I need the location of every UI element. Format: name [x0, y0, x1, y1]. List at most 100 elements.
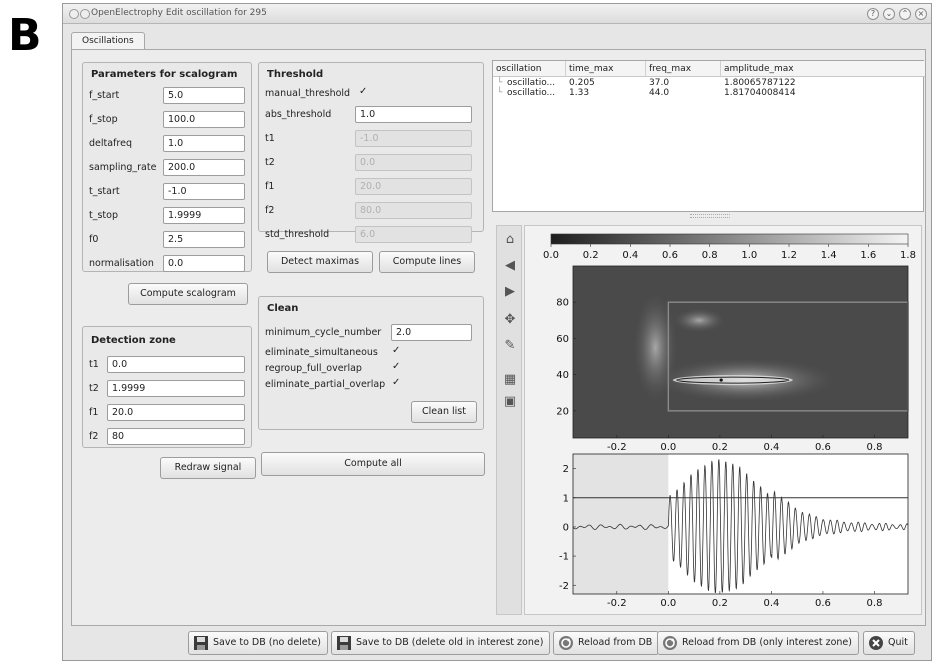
- min-cycle-input[interactable]: 2.0: [391, 324, 472, 341]
- colorbar-tick-label: 1.2: [781, 250, 797, 261]
- zone-f1-input[interactable]: 20.0: [107, 404, 245, 421]
- threshold-f2-input: 80.0: [355, 202, 472, 219]
- field-label: f2: [89, 431, 99, 442]
- f0-input[interactable]: 2.5: [163, 231, 245, 248]
- t-stop-input[interactable]: 1.9999: [163, 207, 245, 224]
- y-tick-label: 20: [556, 406, 569, 417]
- deltafreq-input[interactable]: 1.0: [163, 135, 245, 152]
- regroup-full-overlap-label: regroup_full_overlap: [265, 363, 362, 374]
- plot-canvas[interactable]: 0.0 0.2 0.4 0.6 0.8 1.0 1.2 1.4 1.6 1.8 -0.2 0.0 0.…: [525, 226, 923, 616]
- eliminate-simultaneous-checkbox[interactable]: ✓: [392, 345, 401, 356]
- x-tick-label: 0.4: [763, 598, 779, 609]
- f-start-input[interactable]: 5.0: [163, 87, 245, 104]
- heatmap-frame: [572, 265, 909, 439]
- colorbar-tick-label: 0.4: [622, 250, 638, 261]
- oscillation-ridge-line: [676, 376, 790, 384]
- zone-f2-input[interactable]: 80: [107, 428, 245, 445]
- detect-maximas-button[interactable]: Detect maximas: [267, 251, 373, 273]
- help-icon[interactable]: ?: [867, 8, 879, 20]
- f-stop-input[interactable]: 100.0: [163, 111, 245, 128]
- reload-button[interactable]: Reload from DB: [553, 631, 660, 655]
- plot-area: 0.0 0.2 0.4 0.6 0.8 1.0 1.2 1.4 1.6 1.8 -0.2 0.0 0.…: [524, 225, 922, 615]
- table-cell: 0.205: [569, 78, 595, 88]
- y-tick-label: 60: [556, 334, 569, 345]
- eliminate-simultaneous-label: eliminate_simultaneous: [265, 347, 378, 358]
- subplots-icon[interactable]: ▦: [503, 372, 517, 387]
- pan-icon[interactable]: ✥: [504, 312, 516, 327]
- table-cell: 37.0: [649, 78, 670, 88]
- minimize-icon[interactable]: ⌄: [883, 8, 895, 20]
- eliminate-partial-overlap-checkbox[interactable]: ✓: [392, 377, 401, 388]
- close-icon[interactable]: ×: [915, 8, 927, 20]
- redraw-signal-button[interactable]: Redraw signal: [160, 457, 256, 479]
- back-icon[interactable]: ◀: [505, 258, 515, 273]
- zone-t2-input[interactable]: 1.9999: [107, 380, 245, 397]
- x-tick-label: 0.2: [712, 598, 728, 609]
- compute-scalogram-button[interactable]: Compute scalogram: [128, 283, 248, 305]
- colorbar-tick-label: 0.6: [662, 250, 678, 261]
- x-tick-label: 0.6: [815, 598, 831, 609]
- table-cell: oscillatio...: [507, 78, 556, 88]
- column-header-time-max[interactable]: time_max: [566, 61, 646, 77]
- reload-icon: [663, 636, 677, 650]
- threshold-group: Threshold manual_threshold ✓ abs_thresho…: [258, 62, 484, 243]
- column-header-freq-max[interactable]: freq_max: [646, 61, 721, 77]
- title-bar: OpenElectrophy Edit oscillation for 295 …: [63, 4, 931, 24]
- save-no-delete-button[interactable]: Save to DB (no delete): [188, 631, 328, 655]
- save-delete-old-label: Save to DB (delete old in interest zone): [356, 637, 544, 648]
- clean-list-button[interactable]: Clean list: [411, 401, 477, 423]
- compute-all-button[interactable]: Compute all: [261, 452, 485, 476]
- abs-threshold-input[interactable]: 1.0: [355, 106, 472, 123]
- normalisation-input[interactable]: 0.0: [163, 255, 245, 272]
- scalogram-params-title: Parameters for scalogram: [91, 69, 238, 80]
- field-label: sampling_rate: [89, 162, 157, 173]
- field-label: t2: [89, 383, 99, 394]
- column-header-oscillation[interactable]: oscillation: [493, 61, 566, 77]
- table-cell: 1.80065787122: [724, 78, 796, 88]
- quit-button[interactable]: Quit: [863, 631, 915, 655]
- detection-zone-title: Detection zone: [91, 335, 176, 346]
- save-icon[interactable]: ▣: [503, 394, 517, 409]
- reload-interest-zone-button[interactable]: Reload from DB (only interest zone): [657, 631, 859, 655]
- table-cell: 1.81704008414: [724, 88, 796, 98]
- y-tick-label: 1: [563, 493, 569, 504]
- field-label: f1: [89, 407, 99, 418]
- threshold-f1-input: 20.0: [355, 178, 472, 195]
- app-window: OpenElectrophy Edit oscillation for 295 …: [62, 3, 932, 661]
- threshold-t2-input: 0.0: [355, 154, 472, 171]
- save-delete-old-button[interactable]: Save to DB (delete old in interest zone): [331, 631, 551, 655]
- tab-oscillations[interactable]: Oscillations: [71, 32, 145, 49]
- regroup-full-overlap-checkbox[interactable]: ✓: [392, 361, 401, 372]
- field-label: f0: [89, 234, 99, 245]
- home-icon[interactable]: ⌂: [505, 232, 515, 247]
- compute-lines-button[interactable]: Compute lines: [379, 251, 475, 273]
- t-start-input[interactable]: -1.0: [163, 183, 245, 200]
- x-tick-label: 0.8: [867, 598, 883, 609]
- colorbar-tick-label: 0.8: [702, 250, 718, 261]
- colorbar: 0.0 0.2 0.4 0.6 0.8 1.0 1.2 1.4 1.6 1.8: [543, 233, 916, 261]
- column-header-amplitude-max[interactable]: amplitude_max: [721, 61, 925, 77]
- field-label: t1: [265, 133, 275, 144]
- manual-threshold-checkbox[interactable]: ✓: [359, 86, 368, 97]
- reload-label: Reload from DB: [578, 637, 653, 648]
- zoom-icon[interactable]: ✎: [504, 338, 516, 353]
- x-tick-label: 0.6: [815, 442, 831, 453]
- sampling-rate-input[interactable]: 200.0: [163, 159, 245, 176]
- field-label: deltafreq: [89, 138, 132, 149]
- splitter-handle[interactable]: [690, 214, 730, 218]
- app-icon: [69, 9, 79, 19]
- manual-threshold-label: manual_threshold: [265, 88, 351, 99]
- oscillation-peak-marker: [719, 378, 723, 382]
- y-tick-label: 2: [563, 464, 569, 475]
- forward-icon[interactable]: ▶: [505, 284, 515, 299]
- maximize-icon[interactable]: ⌃: [899, 8, 911, 20]
- y-tick-label: -1: [559, 552, 569, 563]
- window-menu-icon[interactable]: [80, 9, 90, 19]
- field-label: std_threshold: [265, 229, 330, 240]
- table-cell: 1.33: [569, 88, 590, 98]
- table-cell: 44.0: [649, 88, 670, 98]
- quit-label: Quit: [888, 637, 908, 648]
- eliminate-partial-overlap-label: eliminate_partial_overlap: [265, 379, 386, 390]
- tree-branch-icon: └: [497, 88, 503, 98]
- zone-t1-input[interactable]: 0.0: [107, 356, 245, 373]
